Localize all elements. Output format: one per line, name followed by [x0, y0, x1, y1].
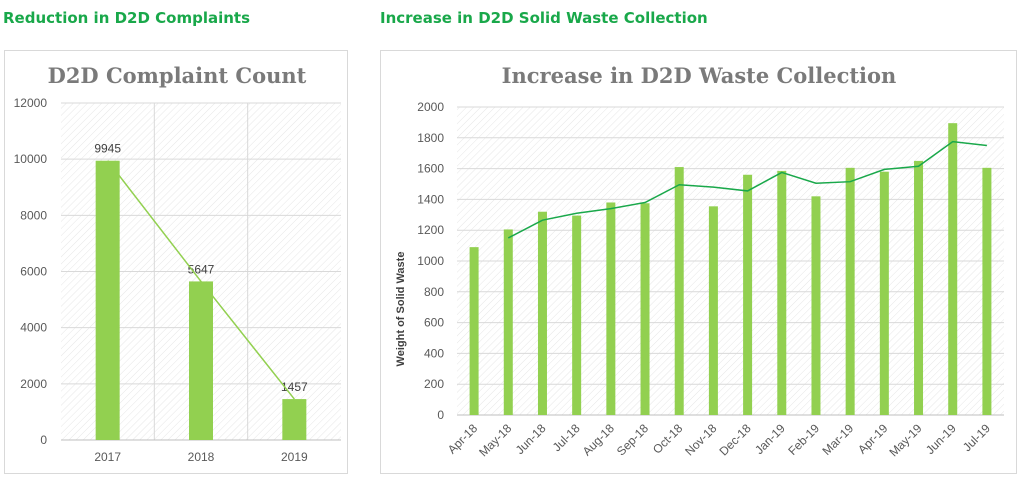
y-tick-label: 2000	[20, 377, 47, 391]
x-tick-label: Feb-19	[785, 421, 822, 458]
x-tick-label: May-19	[886, 421, 924, 459]
bar	[503, 229, 513, 415]
bar	[743, 174, 753, 415]
y-tick-label: 4000	[20, 321, 47, 335]
y-tick-label: 1000	[417, 254, 444, 268]
x-tick-label: Sep-18	[614, 421, 651, 458]
y-tick-label: 1800	[417, 131, 444, 145]
x-tick-label: Dec-18	[716, 421, 753, 458]
bar	[282, 399, 307, 440]
y-tick-label: 8000	[20, 208, 47, 222]
waste-collection-chart: Increase in D2D Waste Collection Weight …	[395, 63, 1004, 459]
right-section-heading: Increase in D2D Solid Waste Collection	[380, 9, 708, 27]
x-tick-label: 2018	[188, 450, 215, 464]
y-tick-label: 1400	[417, 192, 444, 206]
trend-line	[107, 160, 295, 400]
x-tick-label: Oct-18	[650, 421, 686, 457]
bar	[982, 167, 992, 415]
bar	[572, 215, 582, 415]
x-tick-label: Mar-19	[819, 421, 856, 458]
x-tick-label: Apr-19	[855, 421, 891, 457]
y-tick-label: 0	[40, 433, 47, 447]
x-tick-label: Jun-19	[923, 421, 959, 457]
waste-chart-title: Increase in D2D Waste Collection	[502, 63, 897, 88]
bar	[469, 247, 479, 415]
x-tick-label: Apr-18	[445, 421, 481, 457]
complaint-chart-title: D2D Complaint Count	[48, 63, 307, 88]
x-tick-label: Jan-19	[752, 421, 788, 457]
bar	[537, 211, 547, 415]
y-tick-label: 1600	[417, 162, 444, 176]
y-tick-label: 6000	[20, 265, 47, 279]
bar	[845, 167, 855, 415]
bar	[640, 203, 650, 415]
waste-chart-y-axis-label: Weight of Solid Waste	[395, 252, 407, 367]
x-tick-label: Jul-19	[960, 421, 993, 454]
y-tick-label: 12000	[14, 96, 48, 110]
bar	[189, 281, 213, 440]
bar	[948, 123, 958, 416]
x-tick-label: Jul-18	[550, 421, 583, 454]
bar	[606, 202, 616, 415]
x-tick-label: Aug-18	[580, 421, 617, 458]
trend-line	[507, 140, 987, 239]
y-tick-label: 800	[424, 285, 444, 299]
y-tick-label: 600	[424, 316, 444, 330]
y-tick-label: 1200	[417, 223, 444, 237]
x-tick-label: Nov-18	[682, 421, 719, 458]
bar	[914, 160, 924, 415]
y-tick-label: 0	[437, 408, 444, 422]
x-tick-label: 2017	[94, 450, 121, 464]
y-tick-label: 200	[424, 377, 444, 391]
y-tick-label: 2000	[417, 100, 444, 114]
y-tick-label: 400	[424, 346, 444, 360]
bar	[708, 206, 718, 415]
complaint-chart: D2D Complaint Count 0 2000 4000 6000 8000 100…	[14, 63, 341, 464]
bar	[95, 160, 120, 440]
bar	[777, 170, 787, 415]
y-tick-label: 10000	[14, 152, 48, 166]
x-tick-label: May-18	[476, 421, 514, 459]
bar	[811, 196, 821, 415]
left-section-heading: Reduction in D2D Complaints	[3, 9, 251, 27]
waste-chart-panel: Increase in D2D Waste Collection Weight …	[380, 50, 1017, 474]
bar	[674, 167, 684, 415]
x-tick-label: 2019	[281, 450, 308, 464]
bar	[879, 171, 889, 415]
complaint-chart-panel: D2D Complaint Count 0 2000 4000 6000 8000 100…	[4, 50, 348, 474]
data-label: 9945	[94, 142, 121, 156]
x-tick-label: Jun-18	[513, 421, 549, 457]
